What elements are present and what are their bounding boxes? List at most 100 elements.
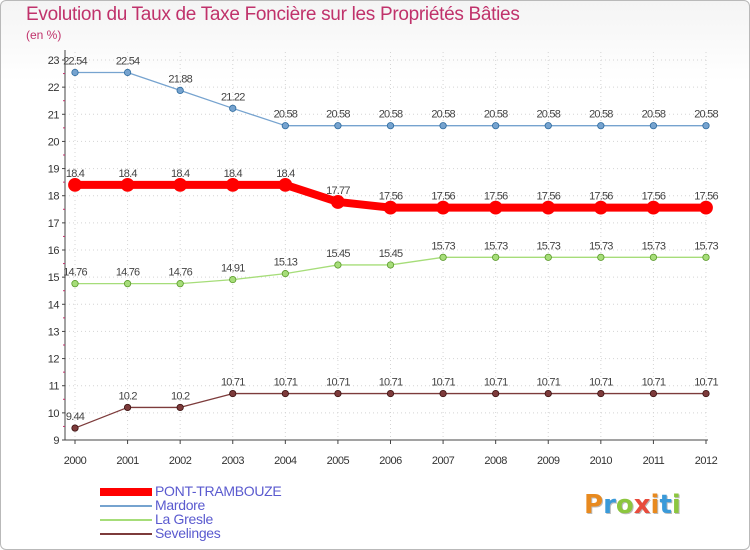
data-label: 20.58 xyxy=(484,109,508,121)
unit-label: (en %) xyxy=(26,28,62,42)
data-label: 20.58 xyxy=(431,109,455,121)
data-label: 15.73 xyxy=(642,240,666,252)
y-tick-label: 16 xyxy=(48,245,60,257)
data-label: 14.91 xyxy=(221,263,245,275)
data-label: 10.2 xyxy=(118,390,137,402)
logo-letter: t xyxy=(659,490,672,520)
data-label: 15.45 xyxy=(326,248,350,260)
data-label: 15.73 xyxy=(589,240,613,252)
data-point xyxy=(544,122,552,130)
x-tick-label: 2012 xyxy=(695,455,718,467)
data-label: 10.71 xyxy=(589,377,613,389)
data-label: 15.73 xyxy=(694,240,718,252)
proxiti-logo: Proxiti xyxy=(584,490,681,520)
logo-letter: r xyxy=(603,490,616,520)
data-label: 18.4 xyxy=(171,168,190,180)
data-label: 22.54 xyxy=(116,55,140,67)
data-point xyxy=(386,122,395,130)
data-label: 20.58 xyxy=(589,109,613,121)
data-point xyxy=(541,200,556,215)
data-point xyxy=(702,253,710,261)
data-point xyxy=(649,389,658,398)
data-label: 15.73 xyxy=(536,240,560,252)
data-label: 17.56 xyxy=(484,191,508,203)
x-tick-label: 2007 xyxy=(432,455,455,467)
data-point xyxy=(597,389,605,398)
data-label: 20.58 xyxy=(694,109,718,121)
legend-swatch xyxy=(100,488,152,496)
data-point xyxy=(436,200,450,215)
data-label: 20.58 xyxy=(379,109,403,121)
data-label: 20.58 xyxy=(274,109,298,121)
chart-title: Evolution du Taux de Taxe Foncière sur l… xyxy=(26,4,520,25)
data-point xyxy=(71,68,79,77)
data-label: 18.4 xyxy=(276,168,295,180)
data-point xyxy=(492,253,500,261)
data-point xyxy=(281,389,289,398)
data-point xyxy=(492,122,500,130)
y-tick-label: 23 xyxy=(48,55,60,67)
data-point xyxy=(593,200,608,215)
data-label: 17.56 xyxy=(431,191,455,203)
data-point xyxy=(331,195,345,209)
data-label: 10.71 xyxy=(431,377,455,389)
legend-label: Sevelinges xyxy=(155,525,221,541)
data-label: 10.71 xyxy=(694,377,718,389)
y-tick-label: 12 xyxy=(48,354,60,366)
data-label: 18.4 xyxy=(224,168,243,180)
y-tick-label: 21 xyxy=(48,109,60,121)
data-point xyxy=(439,253,447,261)
data-point xyxy=(597,253,605,261)
data-point xyxy=(492,389,500,398)
data-point xyxy=(176,86,184,95)
y-tick-label: 9 xyxy=(53,435,59,447)
x-tick-label: 2002 xyxy=(169,455,192,467)
data-label: 10.71 xyxy=(274,377,298,389)
data-point xyxy=(334,261,342,269)
data-label: 10.71 xyxy=(642,377,666,389)
data-label: 10.71 xyxy=(326,377,350,389)
data-point xyxy=(386,389,395,398)
y-tick-label: 19 xyxy=(48,164,60,176)
data-point xyxy=(176,280,184,288)
data-point xyxy=(597,122,605,130)
data-point xyxy=(278,177,293,192)
data-label: 17.56 xyxy=(694,191,718,203)
data-label: 10.2 xyxy=(171,390,190,402)
data-point xyxy=(68,177,82,192)
data-label: 10.71 xyxy=(484,377,508,389)
legend-swatch xyxy=(100,533,152,535)
data-label: 9.44 xyxy=(66,411,85,423)
data-label: 10.71 xyxy=(379,377,403,389)
data-point xyxy=(646,200,661,215)
data-point xyxy=(123,280,132,288)
data-label: 15.73 xyxy=(431,240,455,252)
data-point xyxy=(702,122,710,130)
data-point xyxy=(649,122,658,130)
y-tick-label: 22 xyxy=(48,82,60,94)
logo-letter: x xyxy=(633,490,651,520)
data-point xyxy=(488,200,503,215)
data-label: 21.22 xyxy=(221,91,245,103)
x-tick-label: 2011 xyxy=(643,455,665,467)
logo-letter: i xyxy=(650,490,660,520)
y-tick-label: 15 xyxy=(48,272,60,284)
x-tick-label: 2004 xyxy=(274,455,297,467)
data-label: 15.45 xyxy=(379,248,403,260)
data-label: 17.56 xyxy=(642,191,666,203)
data-point xyxy=(334,122,342,130)
data-point xyxy=(120,177,135,192)
data-label: 20.58 xyxy=(326,109,350,121)
data-label: 20.58 xyxy=(642,109,666,121)
data-point xyxy=(71,424,79,432)
data-point xyxy=(123,403,132,412)
data-label: 10.71 xyxy=(221,377,245,389)
data-point xyxy=(229,275,237,284)
data-point xyxy=(176,403,184,412)
y-tick-label: 20 xyxy=(48,136,60,148)
data-label: 15.73 xyxy=(484,240,508,252)
data-label: 17.77 xyxy=(326,185,350,197)
data-label: 18.4 xyxy=(118,168,137,180)
legend-swatch xyxy=(100,505,152,507)
